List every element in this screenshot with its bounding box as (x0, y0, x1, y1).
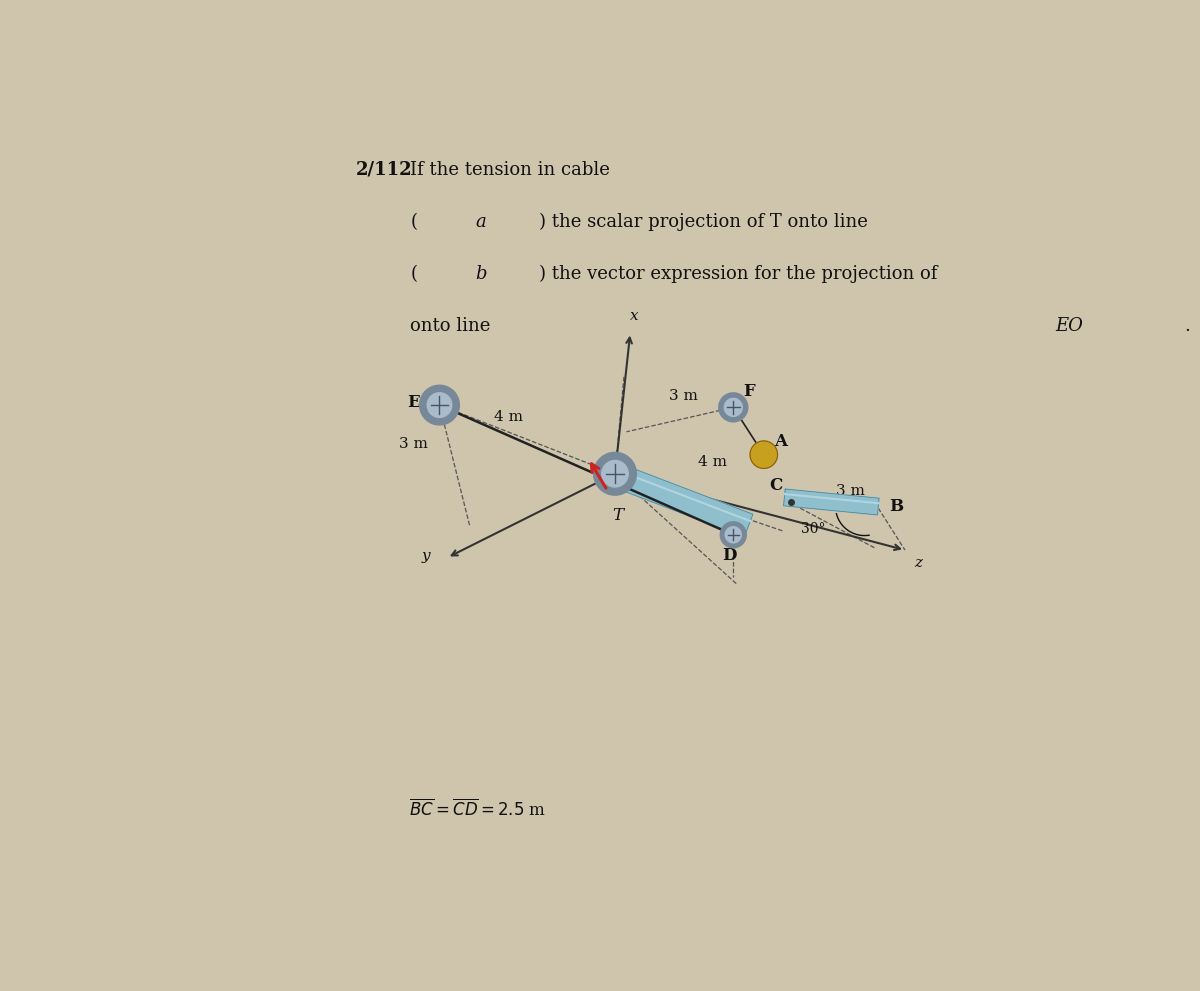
Polygon shape (720, 522, 746, 548)
Polygon shape (784, 489, 880, 515)
Text: O: O (624, 477, 638, 494)
Polygon shape (719, 392, 748, 422)
Polygon shape (427, 392, 451, 417)
Polygon shape (594, 452, 636, 496)
Text: (: ( (410, 213, 418, 231)
Text: 2/112: 2/112 (355, 161, 412, 179)
Text: onto line: onto line (410, 316, 497, 335)
Text: b: b (475, 265, 486, 282)
Text: (: ( (410, 265, 418, 282)
Text: F: F (743, 383, 755, 399)
Polygon shape (725, 527, 742, 543)
Polygon shape (601, 461, 629, 487)
Text: 3 m: 3 m (400, 437, 428, 451)
Text: 3 m: 3 m (836, 484, 865, 497)
Text: C: C (769, 478, 782, 495)
Polygon shape (750, 441, 778, 469)
Text: E: E (407, 393, 420, 410)
Text: ) the scalar projection of T onto line: ) the scalar projection of T onto line (540, 213, 874, 231)
Text: z: z (914, 556, 922, 570)
Polygon shape (420, 385, 460, 425)
Text: 4 m: 4 m (698, 455, 727, 470)
Text: D: D (722, 547, 737, 564)
Text: T: T (612, 507, 623, 524)
Text: a: a (475, 213, 486, 231)
Text: If the tension in cable: If the tension in cable (410, 161, 616, 179)
Text: ) the vector expression for the projection of: ) the vector expression for the projecti… (540, 265, 943, 282)
Text: A: A (774, 433, 787, 450)
Polygon shape (725, 398, 743, 416)
Text: 4 m: 4 m (493, 410, 523, 424)
Text: B: B (889, 498, 904, 515)
Text: x: x (630, 309, 638, 323)
Text: y: y (421, 549, 431, 563)
Polygon shape (618, 466, 752, 537)
Text: .: . (1184, 316, 1190, 335)
Text: $\overline{BC} = \overline{CD} = 2.5$ m: $\overline{BC} = \overline{CD} = 2.5$ m (409, 799, 546, 821)
Text: 3 m: 3 m (670, 388, 698, 402)
Text: 30°: 30° (802, 522, 826, 536)
Text: EO: EO (1055, 316, 1084, 335)
